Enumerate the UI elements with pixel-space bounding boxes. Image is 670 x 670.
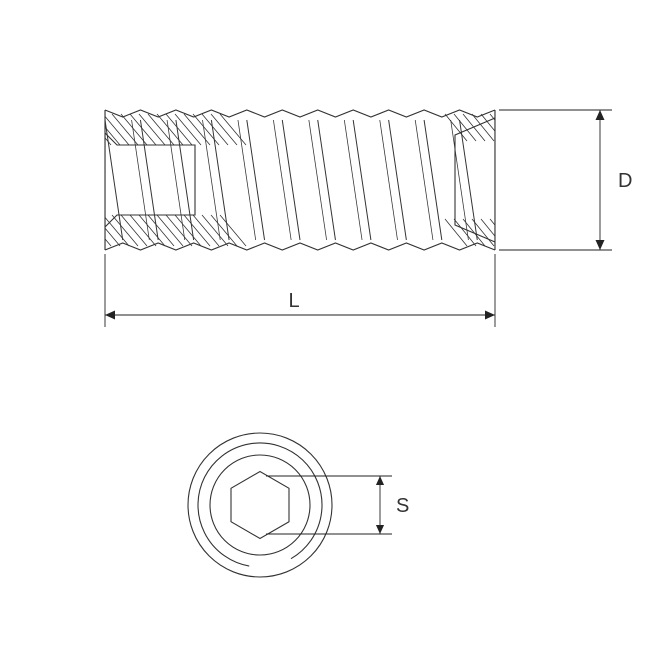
dimension-label-d: D	[618, 170, 632, 192]
dimension-label-l: L	[288, 290, 299, 312]
end-view: S	[188, 433, 409, 577]
set-screw-technical-drawing: DLS	[0, 0, 670, 670]
dimension-label-s: S	[396, 495, 409, 517]
hex-socket-icon	[231, 472, 289, 539]
side-view: DL	[45, 100, 632, 327]
